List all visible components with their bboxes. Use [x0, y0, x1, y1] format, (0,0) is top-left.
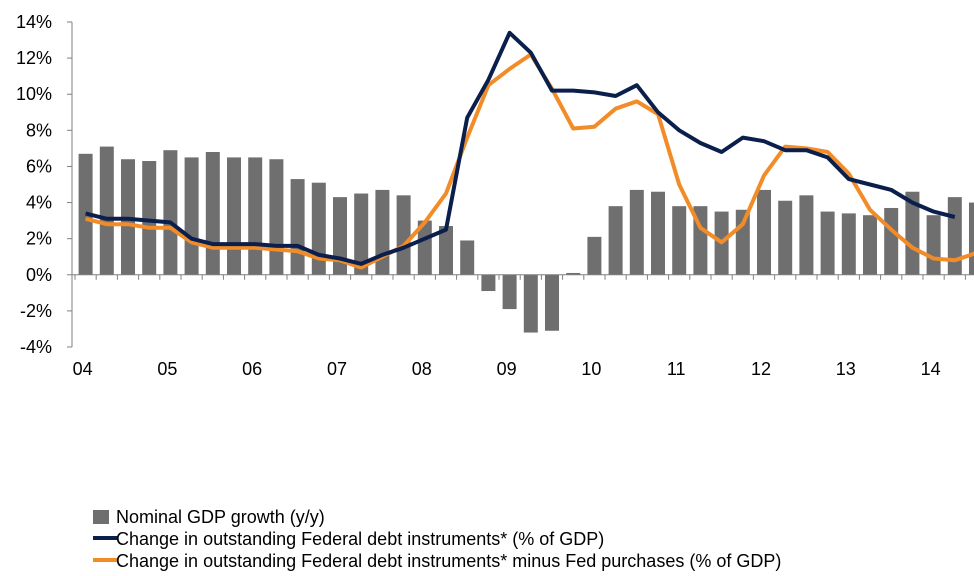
legend-label-gdp: Nominal GDP growth (y/y)	[116, 507, 325, 527]
line-series-group	[85, 30, 974, 270]
bar-gdp-06Q2	[269, 159, 284, 275]
bar-gdp-12Q2	[778, 200, 793, 275]
legend-item-debt-minus-fed: Change in outstanding Federal debt instr…	[93, 551, 781, 571]
x-tick-label: 11	[667, 359, 686, 379]
bar-gdp-09Q4	[566, 272, 581, 275]
y-tick-label: 4%	[26, 193, 52, 213]
bar-gdp-14Q2	[947, 197, 962, 275]
bar-gdp-07Q4	[396, 195, 411, 275]
x-tick-label: 09	[497, 359, 517, 379]
bar-gdp-07Q2	[354, 193, 369, 275]
y-tick-label: 0%	[26, 265, 52, 285]
bar-gdp-13Q4	[905, 191, 920, 275]
x-axis: 04 05 06 07 08 09 10 11 12 13 14	[73, 274, 966, 379]
bar-gdp-08Q1	[417, 220, 432, 275]
bar-gdp-08Q2	[439, 226, 453, 275]
bar-gdp-05Q3	[205, 152, 220, 275]
legend-label-debt: Change in outstanding Federal debt instr…	[116, 529, 604, 549]
x-tick-label: 08	[412, 359, 432, 379]
legend: Nominal GDP growth (y/y) Change in outst…	[93, 507, 781, 571]
y-tick-label: 8%	[26, 120, 52, 140]
y-axis: 14% 12% 10% 8% 6% 4% 2% 0% -2% -4%	[16, 12, 72, 357]
legend-swatch-gdp	[93, 510, 109, 524]
bar-gdp-06Q4	[311, 182, 326, 275]
bar-gdp-12Q1	[757, 189, 771, 275]
bar-gdp-07Q1	[333, 197, 347, 275]
bar-gdp-13Q3	[884, 207, 899, 275]
x-tick-label: 06	[242, 359, 262, 379]
bar-series-nominal-gdp	[78, 146, 974, 333]
bar-gdp-12Q4	[820, 211, 835, 275]
bar-gdp-10Q3	[629, 189, 644, 275]
legend-label-debt-minus-fed: Change in outstanding Federal debt instr…	[116, 551, 781, 571]
x-tick-label: 07	[327, 359, 347, 379]
bar-gdp-05Q1	[163, 150, 178, 275]
bar-gdp-09Q3	[545, 274, 559, 331]
bar-gdp-11Q1	[672, 206, 687, 275]
bar-gdp-06Q1	[248, 157, 263, 275]
bar-gdp-05Q4	[227, 157, 241, 275]
bar-gdp-13Q1	[841, 213, 856, 275]
bar-gdp-06Q3	[290, 179, 305, 275]
x-tick-label: 12	[751, 359, 771, 379]
bar-gdp-04Q2	[99, 146, 114, 275]
x-tick-label: 14	[921, 359, 941, 379]
x-tick-label: 04	[73, 359, 93, 379]
bar-gdp-10Q4	[651, 191, 665, 275]
bar-gdp-10Q1	[587, 236, 602, 275]
bar-gdp-08Q3	[460, 240, 475, 275]
y-tick-label: -2%	[20, 301, 52, 321]
bar-gdp-42	[969, 202, 974, 275]
bar-gdp-09Q2	[523, 274, 538, 333]
bar-gdp-13Q2	[863, 215, 877, 275]
y-tick-label: 14%	[16, 12, 52, 32]
bar-gdp-05Q2	[184, 157, 199, 275]
x-tick-label: 10	[581, 359, 601, 379]
x-tick-label: 05	[157, 359, 177, 379]
y-tick-label: 2%	[26, 229, 52, 249]
y-tick-label: 12%	[16, 48, 52, 68]
x-tick-label: 13	[836, 359, 856, 379]
bar-gdp-12Q3	[799, 195, 814, 275]
legend-item-debt: Change in outstanding Federal debt instr…	[93, 529, 604, 549]
y-tick-label: -4%	[20, 337, 52, 357]
y-tick-label: 6%	[26, 156, 52, 176]
legend-item-gdp: Nominal GDP growth (y/y)	[93, 507, 325, 527]
bar-gdp-10Q2	[608, 206, 623, 275]
y-tick-label: 10%	[16, 84, 52, 104]
bar-gdp-08Q4	[481, 274, 496, 292]
bar-gdp-14Q1	[926, 215, 941, 275]
bar-gdp-07Q3	[375, 189, 390, 275]
bar-gdp-09Q1	[502, 274, 517, 310]
bar-gdp-04Q4	[142, 161, 157, 275]
line-debt	[85, 30, 956, 266]
